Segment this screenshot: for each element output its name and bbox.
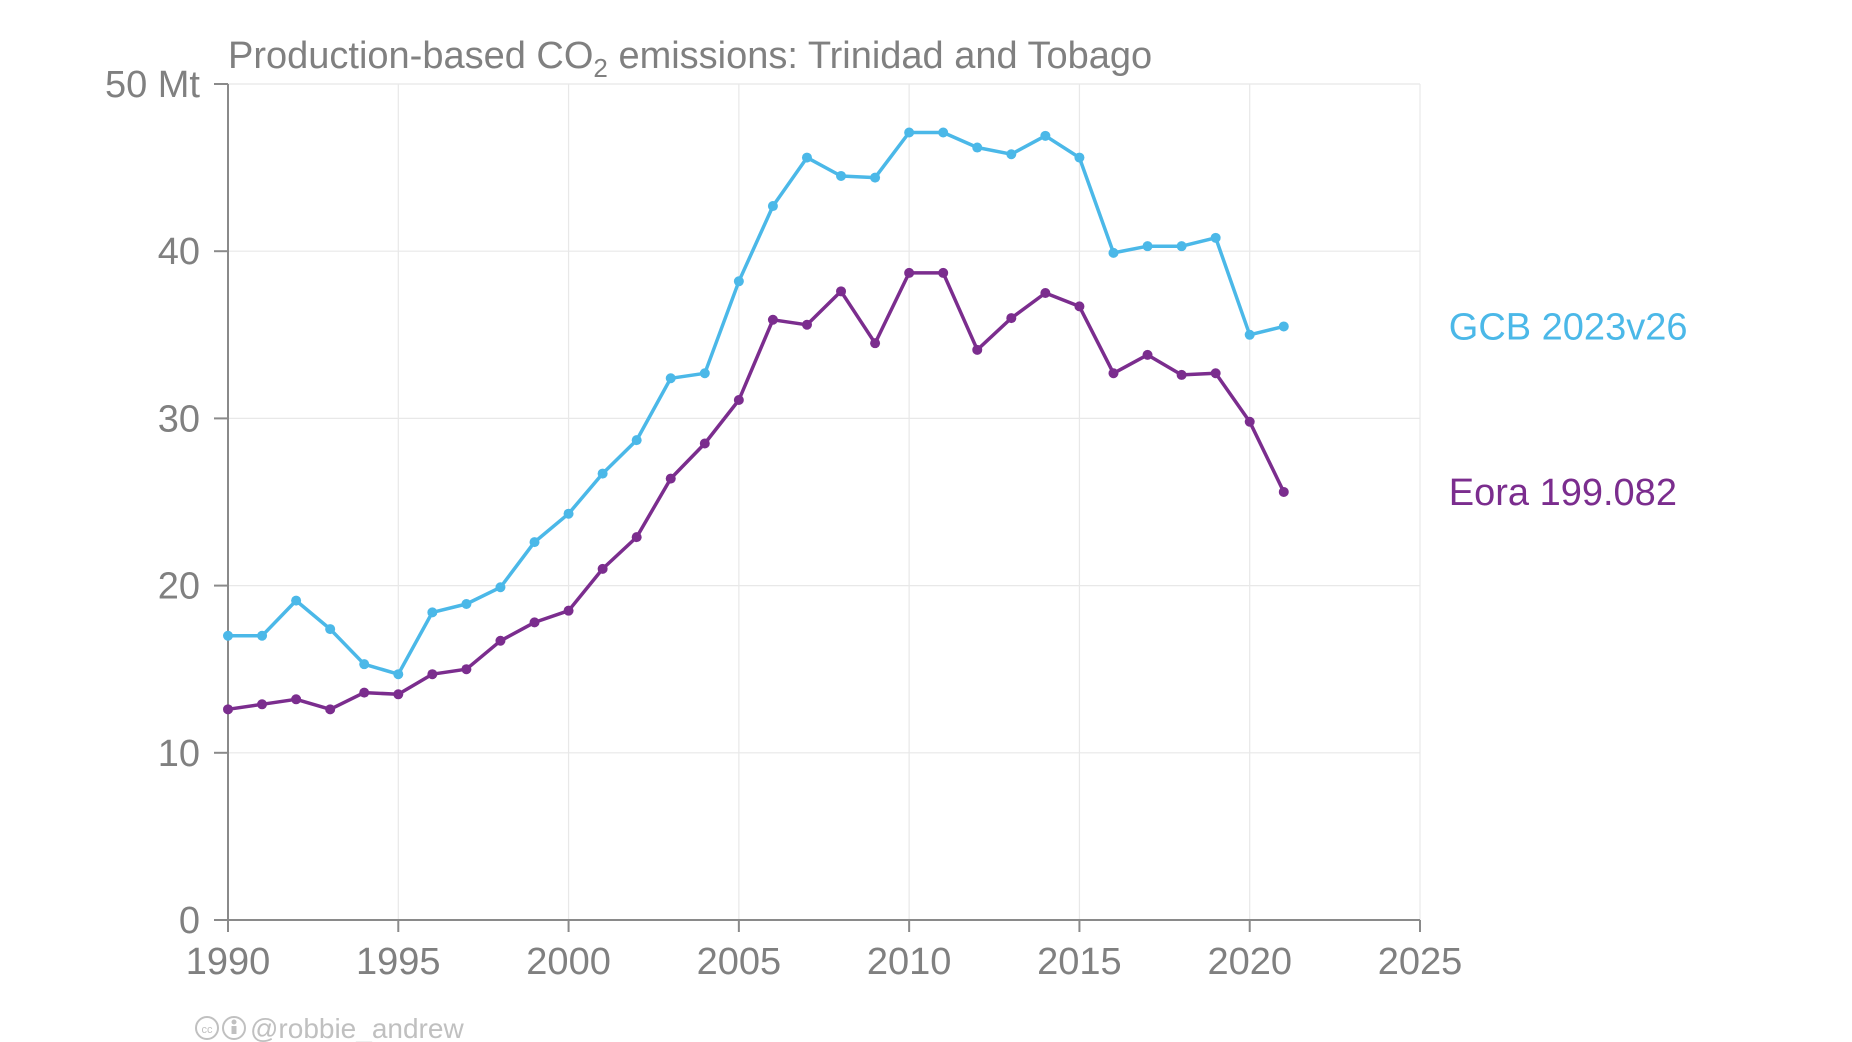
data-point	[495, 582, 506, 593]
data-point	[461, 664, 472, 675]
data-point	[1108, 368, 1119, 379]
x-tick-label: 2020	[1207, 941, 1292, 983]
data-point	[427, 669, 438, 680]
data-point	[1142, 241, 1153, 252]
data-point	[325, 704, 336, 715]
data-point	[870, 172, 881, 183]
data-point	[767, 314, 778, 325]
data-point	[1176, 369, 1187, 380]
data-point	[257, 699, 268, 710]
data-point	[938, 267, 949, 278]
data-point	[1006, 149, 1017, 160]
x-tick-label: 2005	[697, 941, 782, 983]
data-point	[904, 267, 915, 278]
data-point	[1074, 152, 1085, 163]
data-point	[223, 630, 233, 641]
data-point	[495, 635, 506, 646]
x-tick-label: 1995	[356, 941, 441, 983]
cc-icon: cc	[195, 1016, 219, 1040]
data-point	[529, 617, 540, 628]
data-point	[597, 563, 608, 574]
data-point	[699, 438, 710, 449]
data-point	[631, 435, 642, 446]
data-point	[1244, 329, 1255, 340]
data-point	[359, 687, 370, 698]
data-point	[631, 532, 642, 543]
y-tick-label: 50 Mt	[105, 64, 200, 106]
series-gcb	[223, 127, 1289, 680]
data-point	[393, 689, 404, 700]
chart-title: Production-based CO2 emissions: Trinidad…	[228, 35, 1152, 83]
data-point	[597, 468, 608, 479]
credit: cc @robbie_andrew	[195, 1013, 464, 1042]
data-point	[325, 624, 336, 635]
data-point	[733, 276, 744, 287]
series-label: Eora 199.082	[1449, 472, 1677, 514]
series-label: GCB 2023v26	[1449, 306, 1688, 348]
data-point	[359, 659, 370, 670]
data-point	[1040, 130, 1051, 141]
data-point	[972, 344, 983, 355]
data-point	[801, 319, 812, 330]
svg-text:cc: cc	[202, 1024, 214, 1036]
series-eora	[223, 267, 1289, 715]
data-point	[393, 669, 404, 680]
series-line	[228, 130, 1285, 676]
data-point	[836, 170, 847, 181]
data-point	[972, 142, 983, 153]
axes: 0 10 20 30 40 50 Mt 1990 1995 2000 2005 2010 2015 20…	[105, 64, 1462, 983]
data-point	[665, 373, 676, 384]
data-point	[733, 395, 744, 406]
credit-handle: @robbie_andrew	[250, 1013, 464, 1042]
data-point	[1210, 232, 1221, 243]
data-point	[1040, 288, 1051, 298]
series-labels: GCB 2023v26 Eora 199.082	[1449, 306, 1688, 514]
series-line	[227, 271, 1286, 712]
data-point	[767, 201, 778, 212]
data-point	[291, 694, 302, 705]
data-point	[801, 152, 812, 163]
gridlines	[228, 83, 1421, 920]
data-point	[938, 127, 949, 138]
y-tick-label: 30	[158, 398, 200, 440]
data-point	[563, 605, 574, 616]
data-point	[291, 595, 302, 606]
y-tick-label: 0	[179, 900, 200, 942]
data-point	[1142, 349, 1153, 360]
x-tick-label: 2015	[1037, 941, 1122, 983]
x-tick-label: 2010	[867, 941, 952, 983]
data-point	[1074, 301, 1085, 312]
x-tick-label: 2025	[1378, 941, 1463, 983]
x-tick-label: 1990	[186, 941, 271, 983]
data-point	[1278, 321, 1289, 332]
data-point	[563, 508, 574, 519]
series	[223, 127, 1289, 715]
data-point	[1244, 416, 1255, 427]
data-point	[1108, 247, 1119, 258]
y-tick-label: 10	[158, 733, 200, 775]
data-point	[461, 598, 472, 609]
data-point	[223, 704, 233, 715]
data-point	[870, 338, 881, 349]
data-point	[904, 127, 915, 138]
data-point	[1278, 486, 1289, 497]
data-point	[529, 537, 540, 548]
data-point	[699, 368, 710, 379]
data-point	[427, 607, 438, 618]
x-tick-label: 2000	[526, 941, 611, 983]
data-point	[1006, 313, 1017, 324]
data-point	[665, 473, 676, 484]
y-tick-label: 40	[158, 231, 200, 273]
data-point	[1176, 241, 1187, 252]
data-point	[1210, 368, 1221, 379]
data-point	[836, 286, 847, 297]
by-icon	[222, 1016, 246, 1040]
data-point	[257, 630, 268, 641]
y-tick-label: 20	[158, 566, 200, 608]
